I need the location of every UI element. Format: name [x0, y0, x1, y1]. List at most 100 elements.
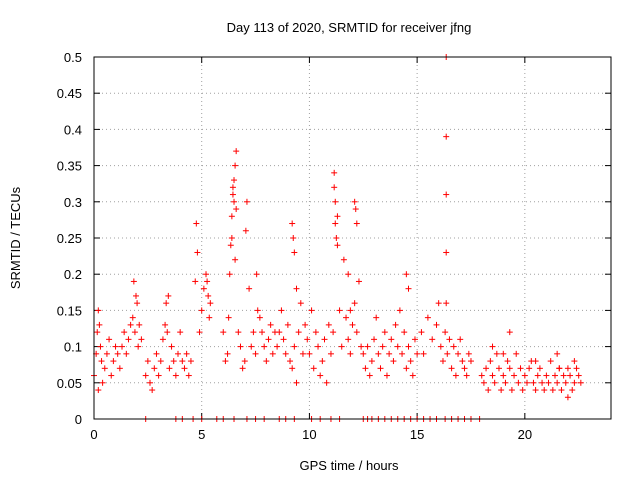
data-point [138, 336, 145, 343]
data-point [204, 278, 211, 285]
y-tick-label: 0.2 [64, 267, 82, 282]
data-point [575, 372, 582, 379]
data-point [366, 372, 373, 379]
data-point [345, 336, 352, 343]
data-point [443, 300, 450, 307]
data-point [571, 358, 578, 365]
data-point [364, 343, 371, 350]
data-point [564, 394, 571, 401]
data-point [571, 379, 578, 386]
data-point [562, 379, 569, 386]
data-point [545, 379, 552, 386]
data-point [319, 358, 326, 365]
data-point [164, 329, 171, 336]
data-point [403, 271, 410, 278]
data-point [312, 329, 319, 336]
data-point [351, 198, 358, 205]
data-point [401, 329, 408, 336]
data-point [526, 365, 533, 372]
data-point [151, 365, 158, 372]
data-point [231, 177, 238, 184]
data-point [577, 379, 584, 386]
data-point [290, 235, 297, 241]
data-point [399, 350, 406, 357]
data-point [569, 387, 576, 394]
data-point [564, 365, 571, 372]
data-point [308, 307, 315, 314]
data-point [519, 387, 526, 394]
data-point [259, 329, 266, 336]
data-point [206, 314, 213, 321]
data-point [532, 358, 539, 365]
data-point [267, 321, 274, 328]
data-point [558, 387, 565, 394]
axis-ticks [93, 56, 611, 420]
data-point [330, 329, 337, 336]
data-point [353, 220, 360, 227]
data-point [500, 350, 507, 357]
data-point [381, 329, 388, 336]
data-point [478, 372, 485, 379]
data-point [106, 336, 113, 343]
data-point [187, 358, 194, 365]
data-point [177, 329, 184, 336]
data-point [442, 329, 449, 336]
x-tick-label: 0 [90, 427, 97, 442]
data-point [392, 321, 399, 328]
data-point [114, 350, 121, 357]
data-point [532, 387, 539, 394]
data-point [543, 372, 550, 379]
data-point [181, 365, 188, 372]
data-point [515, 379, 522, 386]
data-point [551, 372, 558, 379]
axis-tick-labels: 0 5 10 15 20 0 0.05 0.1 0.15 0.2 0.25 0.3 0.35 0.4 0.4… [57, 50, 532, 442]
data-point [541, 387, 548, 394]
data-point [343, 314, 350, 321]
data-point [252, 350, 259, 357]
data-point [291, 343, 298, 350]
data-point [103, 350, 110, 357]
data-point [239, 365, 246, 372]
data-point [506, 365, 513, 372]
data-point [403, 365, 410, 372]
data-point [207, 300, 214, 307]
data-point [334, 213, 341, 220]
data-point [556, 365, 563, 372]
data-point [166, 365, 173, 372]
data-point [155, 372, 162, 379]
data-point [232, 256, 239, 263]
data-point [310, 365, 317, 372]
data-point [263, 358, 270, 365]
data-point [498, 387, 505, 394]
data-point [325, 321, 332, 328]
data-point [467, 358, 474, 365]
data-point [153, 350, 160, 357]
data-point [179, 358, 186, 365]
data-point [333, 235, 340, 241]
data-point [243, 198, 250, 205]
data-point [340, 256, 347, 263]
data-point [362, 365, 369, 372]
data-point [480, 379, 487, 386]
data-point [347, 307, 354, 314]
data-point [289, 220, 296, 227]
data-point [521, 372, 528, 379]
data-point [119, 343, 126, 350]
data-point [284, 321, 291, 328]
data-point [282, 350, 289, 357]
data-point [157, 358, 164, 365]
x-tick-label: 15 [410, 427, 424, 442]
data-point [291, 249, 298, 256]
data-point [229, 191, 236, 198]
data-point [165, 292, 172, 299]
data-point [246, 285, 253, 292]
data-point [133, 292, 140, 299]
data-point [457, 336, 464, 343]
grid [94, 57, 611, 419]
data-point [465, 350, 472, 357]
data-point [450, 343, 457, 350]
data-point [231, 198, 238, 205]
y-tick-label: 0.25 [57, 231, 82, 246]
